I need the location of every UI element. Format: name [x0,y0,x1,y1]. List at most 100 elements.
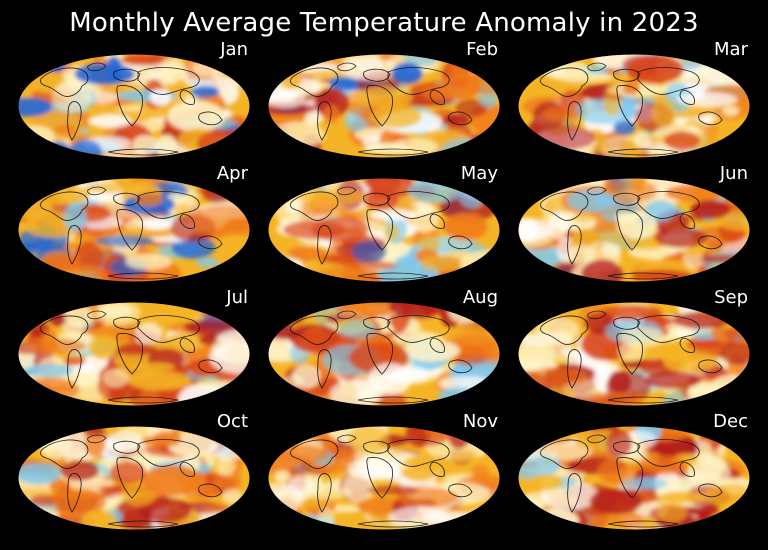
coastline-path [429,337,445,353]
anomaly-blob [149,89,171,106]
anomaly-blob [19,126,54,149]
anomaly-blob [156,134,177,158]
anomaly-blob [518,341,552,371]
map-outline [267,177,501,283]
month-label-dec: Dec [713,411,748,432]
anomaly-blob [69,139,103,158]
coastline-path [39,315,89,345]
anomaly-blob [268,179,313,194]
anomaly-blob [268,515,301,530]
coastline-path [387,191,450,219]
month-panel-jul: Jul [10,288,258,410]
coastline-path [363,440,391,454]
anomaly-blob [102,368,129,388]
month-panel-feb: Feb [260,40,508,162]
anomaly-blob [703,484,750,508]
coastline-path [366,85,393,127]
anomaly-blob [18,97,52,117]
coastline-path [637,315,700,343]
anomaly-blob [626,55,684,85]
month-label-mar: Mar [714,39,748,60]
anomaly-blob [25,363,74,378]
anomaly-blob [633,131,651,149]
coastline-path [357,148,429,156]
coastline-path [137,439,200,467]
anomaly-blob [548,211,569,240]
coastline-path [107,272,179,280]
anomaly-blob [171,236,216,259]
coastline-path [107,396,179,404]
coastline-path [616,85,643,127]
coastline-path [317,473,332,513]
anomaly-blob [452,148,500,158]
anomaly-blob [167,100,225,133]
month-label-jul: Jul [226,287,248,308]
anomaly-blob [51,81,93,113]
anomaly-blob [291,54,309,67]
map-outline [517,53,751,159]
anomaly-blob [720,342,750,366]
coastline-path [363,68,391,82]
anomaly-blob [600,305,663,320]
anomaly-blob [581,259,623,282]
world-map-feb [267,53,501,159]
anomaly-blob [363,188,399,210]
anomaly-blob [542,106,581,122]
coastline-path [137,67,200,95]
anomaly-blob [197,381,250,390]
anomaly-blob [81,510,117,530]
anomaly-blob [438,387,477,406]
anomaly-blob [268,344,297,359]
world-map-mar [517,53,751,159]
coastline-path [198,483,223,498]
month-label-jan: Jan [220,39,248,60]
anomaly-blob [665,184,726,202]
anomaly-blob [368,363,412,396]
coastline-path [87,62,107,72]
coastline-path [179,461,195,477]
coastline-path [39,439,89,469]
world-map-aug [267,301,501,407]
anomaly-blob [235,135,250,152]
anomaly-blob [622,81,641,95]
anomaly-blob [222,488,242,504]
anomaly-blob [530,474,564,491]
anomaly-blob [97,303,133,319]
coastline-path [67,101,82,141]
page-title: Monthly Average Temperature Anomaly in 2… [69,8,699,38]
coastline-path [198,359,223,374]
anomaly-blob [130,362,176,372]
map-outline [17,301,251,407]
coastline-path [113,68,141,82]
anomaly-blob [268,426,303,446]
anomaly-blob [348,426,390,455]
map-outline [267,53,501,159]
coastline-path [317,101,332,141]
anomaly-blob [214,477,242,488]
anomaly-blob [608,370,632,395]
coastline-path [448,359,473,374]
coastline-path [679,461,695,477]
month-label-feb: Feb [466,39,498,60]
anomaly-blob [597,458,626,485]
coastline-path [116,85,143,127]
anomaly-blob [460,250,500,280]
anomaly-blob [202,426,250,441]
anomaly-blob [31,55,49,71]
month-label-sep: Sep [714,287,748,308]
coastline-path [179,337,195,353]
anomaly-blob [465,310,484,319]
anomaly-blob [274,197,304,223]
month-panel-may: May [260,164,508,286]
coastline-path [363,192,391,206]
coastline-path [567,101,582,141]
coastline-path [637,67,700,95]
coastline-path [357,272,429,280]
anomaly-blob [74,63,135,85]
map-outline [267,425,501,531]
coastline-path [357,520,429,528]
month-label-may: May [460,163,498,184]
anomaly-blob [138,496,192,524]
anomaly-blob [458,179,486,209]
world-map-oct [17,425,251,531]
